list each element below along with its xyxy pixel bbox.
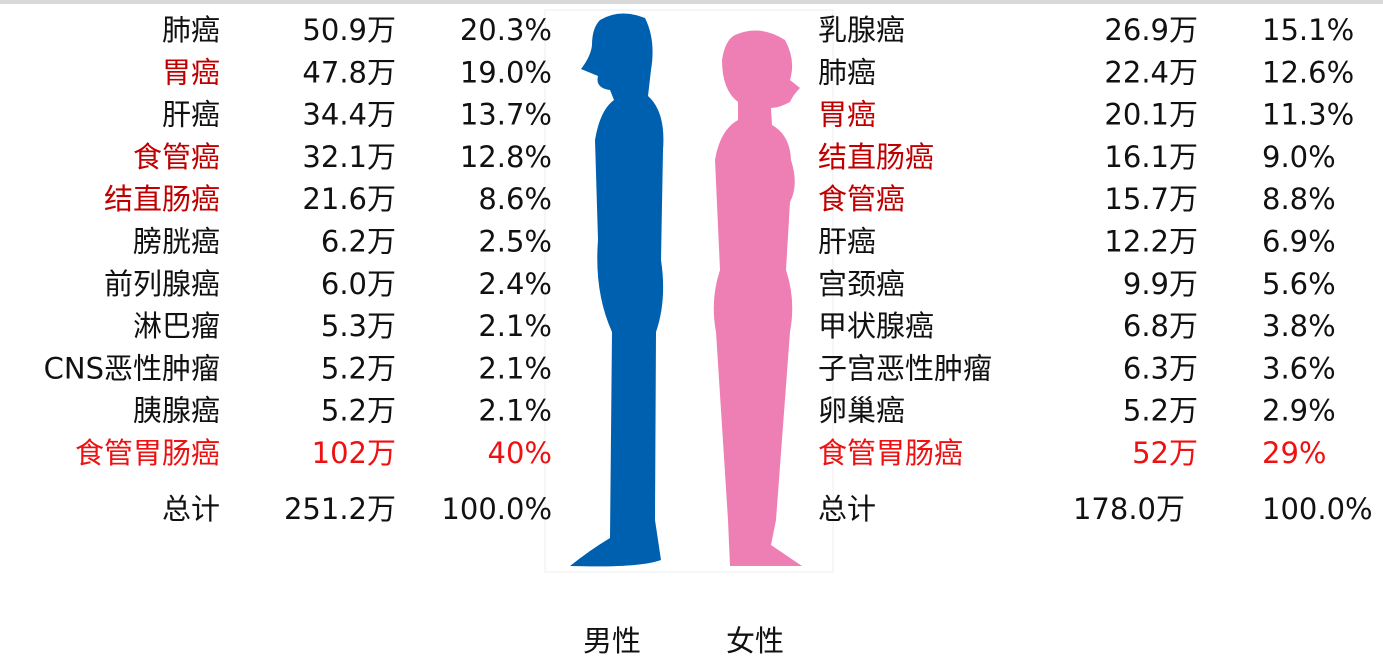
- cell-percent: 12.8%: [460, 140, 552, 174]
- cell-name: 食管胃肠癌: [818, 436, 963, 470]
- cell-percent: 8.8%: [1262, 182, 1336, 216]
- cell-name: 结直肠癌: [818, 140, 934, 174]
- male-label: 男性: [583, 624, 641, 658]
- total-name: 总计: [162, 492, 220, 526]
- cell-percent: 2.5%: [478, 225, 552, 259]
- cell-percent: 8.6%: [478, 182, 552, 216]
- cell-count: 32.1万: [302, 140, 396, 174]
- total-count: 178.0万: [1073, 492, 1185, 526]
- cell-count: 5.2万: [321, 351, 396, 385]
- cell-count: 6.8万: [1123, 309, 1198, 343]
- cell-percent: 6.9%: [1262, 225, 1336, 259]
- cell-name: 食管癌: [818, 182, 905, 216]
- cell-name: 肝癌: [818, 225, 876, 259]
- cell-percent: 9.0%: [1262, 140, 1336, 174]
- top-bar: [0, 0, 1383, 4]
- cell-name: 淋巴瘤: [133, 309, 220, 343]
- cell-name: 胃癌: [162, 55, 220, 89]
- cell-percent: 5.6%: [1262, 267, 1336, 301]
- cell-name: 卵巢癌: [818, 394, 905, 428]
- cell-count: 21.6万: [302, 182, 396, 216]
- cell-name: 膀胱癌: [133, 225, 220, 259]
- cell-percent: 13.7%: [460, 98, 552, 132]
- cell-name: 肝癌: [162, 98, 220, 132]
- cell-percent: 2.1%: [478, 309, 552, 343]
- cell-name: 结直肠癌: [104, 182, 220, 216]
- cell-percent: 2.1%: [478, 394, 552, 428]
- cell-count: 6.2万: [321, 225, 396, 259]
- cell-name: 胃癌: [818, 98, 876, 132]
- total-percent: 100.0%: [441, 492, 552, 526]
- cell-count: 5.3万: [321, 309, 396, 343]
- cell-count: 52万: [1132, 436, 1198, 470]
- cell-percent: 3.6%: [1262, 351, 1336, 385]
- cell-count: 102万: [312, 436, 396, 470]
- cell-percent: 2.9%: [1262, 394, 1336, 428]
- cell-count: 15.7万: [1104, 182, 1198, 216]
- total-count: 251.2万: [284, 492, 396, 526]
- cell-count: 20.1万: [1104, 98, 1198, 132]
- cell-percent: 40%: [488, 436, 552, 470]
- cell-name: CNS恶性肿瘤: [44, 351, 220, 385]
- cell-count: 12.2万: [1104, 225, 1198, 259]
- female-label: 女性: [726, 624, 784, 658]
- cell-name: 肺癌: [818, 55, 876, 89]
- cell-count: 50.9万: [302, 13, 396, 47]
- cell-percent: 11.3%: [1262, 98, 1354, 132]
- cell-name: 前列腺癌: [104, 267, 220, 301]
- cell-percent: 2.1%: [478, 351, 552, 385]
- cell-count: 47.8万: [302, 55, 396, 89]
- total-percent: 100.0%: [1262, 492, 1373, 526]
- cell-name: 乳腺癌: [818, 13, 905, 47]
- cell-name: 胰腺癌: [133, 394, 220, 428]
- cell-count: 16.1万: [1104, 140, 1198, 174]
- cell-name: 子宫恶性肿瘤: [818, 351, 992, 385]
- cell-percent: 3.8%: [1262, 309, 1336, 343]
- cell-name: 食管胃肠癌: [75, 436, 220, 470]
- cell-count: 26.9万: [1104, 13, 1198, 47]
- female-silhouette: [713, 30, 802, 567]
- male-silhouette: [570, 13, 664, 567]
- cell-name: 甲状腺癌: [818, 309, 934, 343]
- total-name: 总计: [818, 492, 876, 526]
- cell-name: 宫颈癌: [818, 267, 905, 301]
- cell-count: 9.9万: [1123, 267, 1198, 301]
- cell-percent: 20.3%: [460, 13, 552, 47]
- cell-count: 6.3万: [1123, 351, 1198, 385]
- cell-percent: 19.0%: [460, 55, 552, 89]
- cell-percent: 12.6%: [1262, 55, 1354, 89]
- cell-count: 5.2万: [321, 394, 396, 428]
- cell-count: 6.0万: [321, 267, 396, 301]
- cell-count: 5.2万: [1123, 394, 1198, 428]
- cell-percent: 2.4%: [478, 267, 552, 301]
- cell-count: 22.4万: [1104, 55, 1198, 89]
- cell-name: 食管癌: [133, 140, 220, 174]
- cell-percent: 15.1%: [1262, 13, 1354, 47]
- cell-count: 34.4万: [302, 98, 396, 132]
- cell-name: 肺癌: [162, 13, 220, 47]
- cell-percent: 29%: [1262, 436, 1326, 470]
